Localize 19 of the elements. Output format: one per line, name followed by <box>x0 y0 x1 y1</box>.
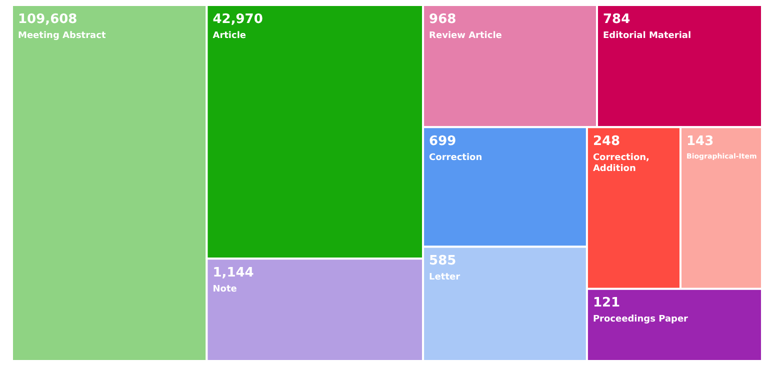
category-label: Correction, Addition <box>592 153 650 174</box>
data-label: 121 <box>592 296 620 311</box>
category-label: Review Article <box>429 30 502 41</box>
data-label: 1,144 <box>212 265 254 280</box>
category-label: Note <box>212 284 237 294</box>
category-label: Meeting Abstract <box>18 30 106 41</box>
data-label: 968 <box>429 12 456 27</box>
category-label: Letter <box>429 272 461 283</box>
category-label: Proceedings Paper <box>592 314 689 325</box>
data-label: 585 <box>429 254 456 269</box>
data-label: 143 <box>686 134 714 150</box>
data-label: 42,970 <box>212 12 263 27</box>
category-label: Article <box>212 30 246 41</box>
data-label: 248 <box>592 134 620 150</box>
data-label: 699 <box>429 134 456 150</box>
category-label: Editorial Material <box>602 30 692 41</box>
data-label: 784 <box>602 12 630 27</box>
category-label: Correction <box>429 153 482 164</box>
data-label: 109,608 <box>18 12 78 27</box>
